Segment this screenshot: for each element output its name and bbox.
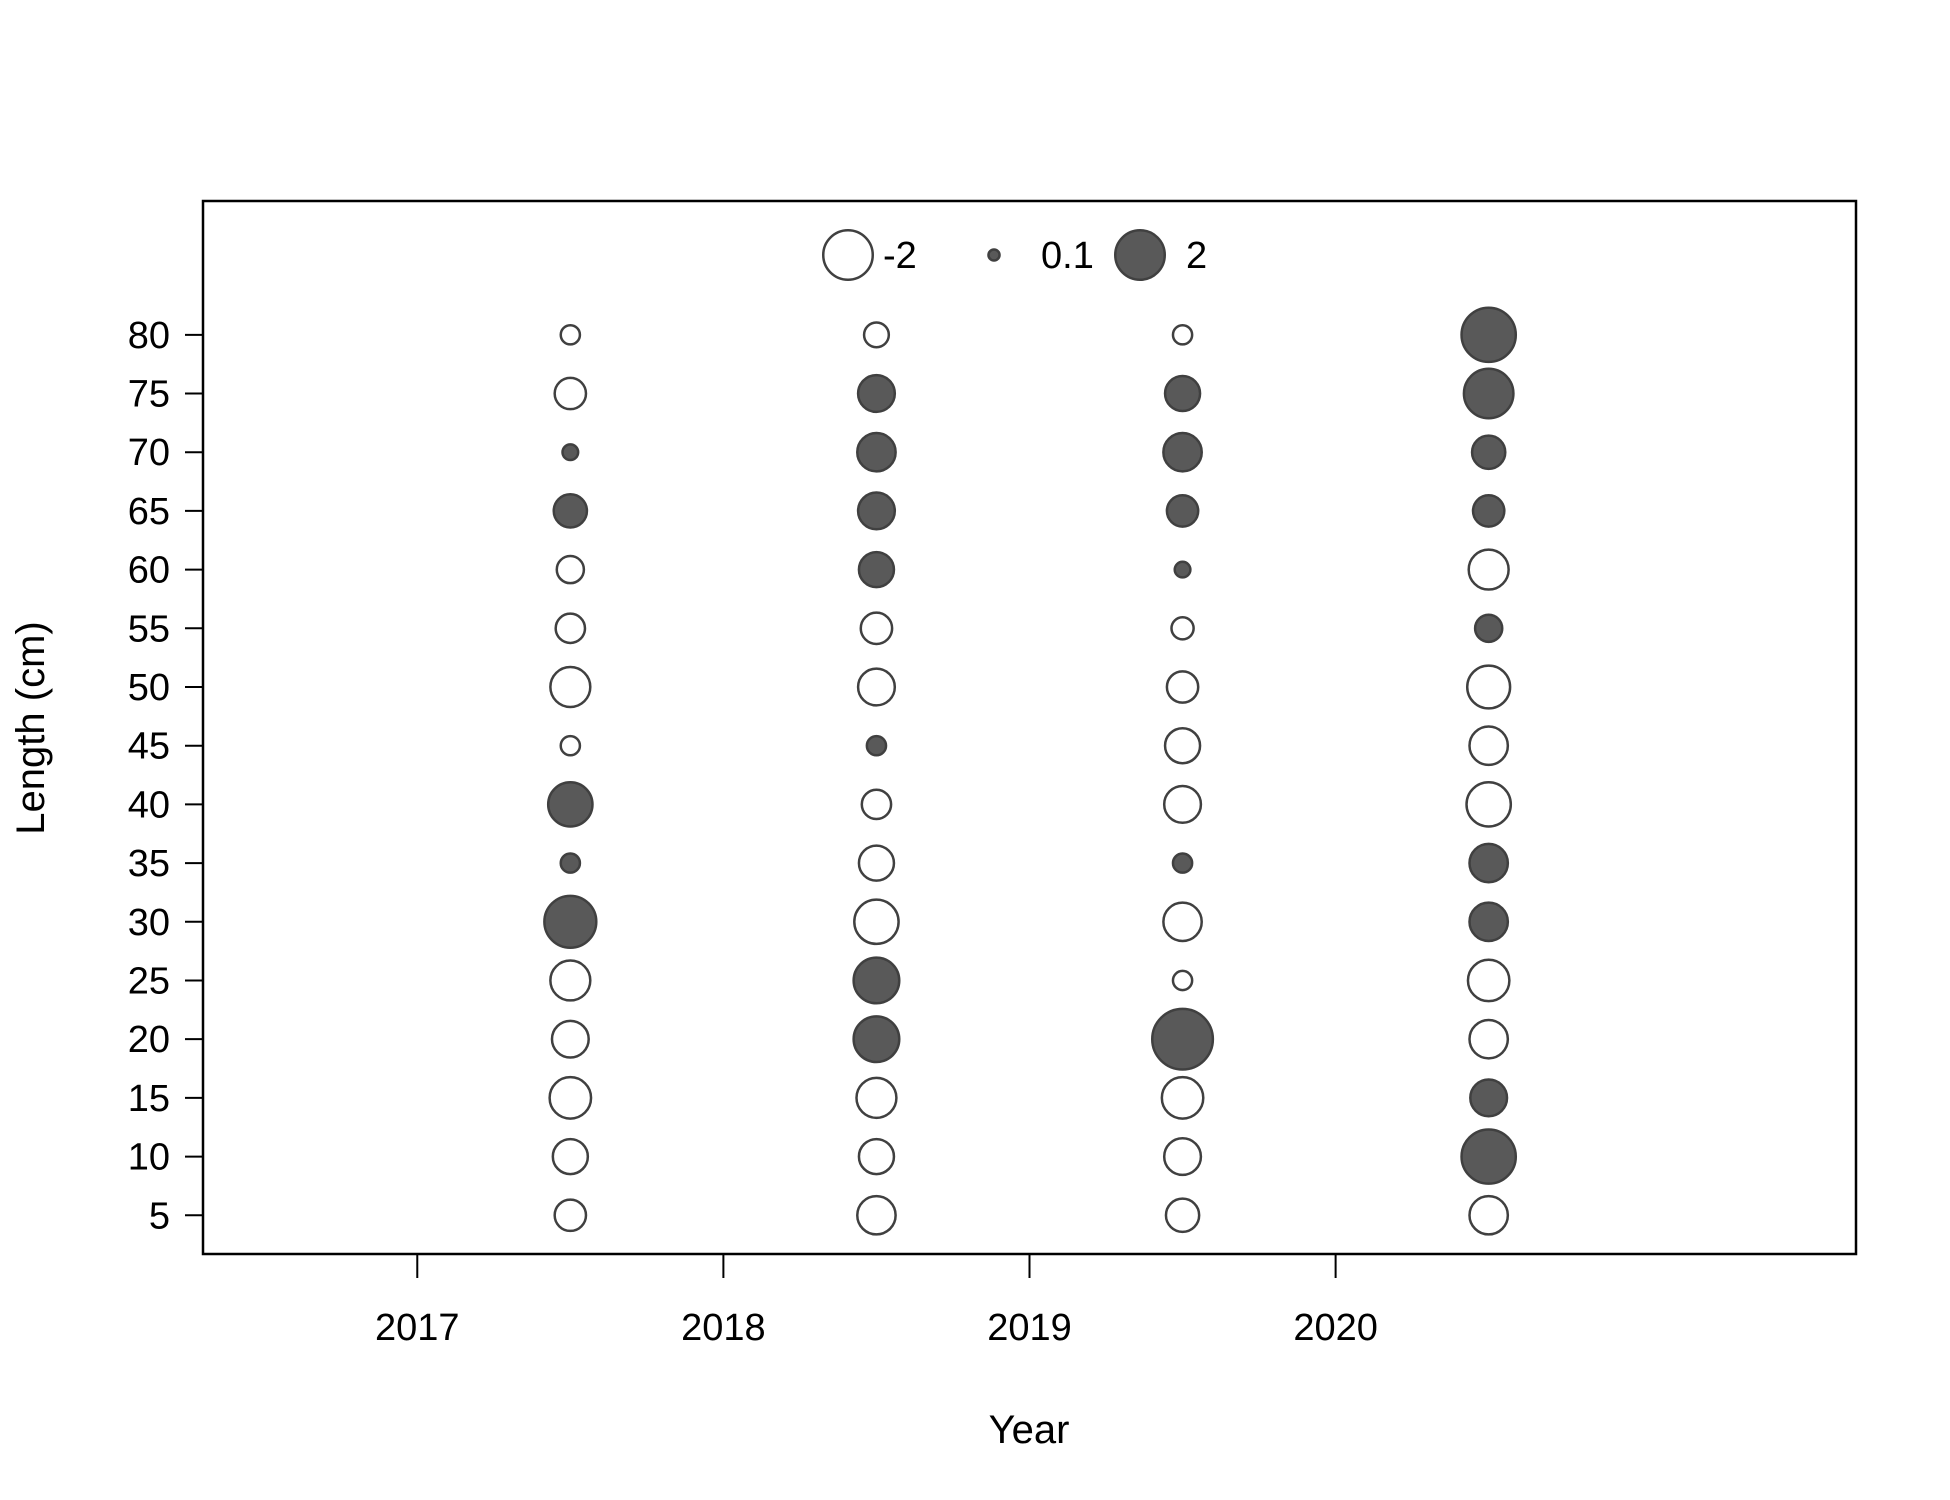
- legend: -2 0.1 2: [822, 229, 1207, 281]
- x-axis-title: Year: [989, 1408, 1070, 1452]
- y-tick-label: 80: [128, 315, 170, 357]
- bubble: [1164, 1197, 1201, 1234]
- legend-symbol: [1114, 229, 1166, 281]
- legend-symbol: [822, 229, 874, 281]
- bubble: [856, 431, 897, 473]
- y-tick-label: 65: [128, 491, 170, 533]
- bubble: [865, 734, 888, 757]
- y-tick-label: 55: [128, 608, 170, 650]
- bubble: [561, 443, 580, 462]
- bubble: [1162, 1136, 1203, 1177]
- bubble: [1165, 670, 1200, 704]
- bubbles: [543, 306, 1518, 1236]
- bubble: [1465, 664, 1512, 710]
- bubble: [1466, 958, 1511, 1003]
- bubble: [859, 611, 894, 646]
- y-tick-label: 50: [128, 667, 170, 709]
- bubble: [1162, 431, 1203, 473]
- bubble: [1462, 367, 1515, 420]
- x-axis: 2017 2018 2019 2020: [375, 1253, 1378, 1349]
- bubble: [1467, 548, 1510, 591]
- bubble: [551, 1137, 590, 1176]
- bubble: [856, 491, 897, 531]
- bubble: [1173, 560, 1192, 579]
- bubble: [1150, 1007, 1215, 1071]
- bubble: [552, 493, 589, 529]
- legend-symbol: [987, 248, 1001, 262]
- bubble: [548, 1075, 593, 1120]
- bubble: [1471, 494, 1506, 528]
- bubble: [1163, 374, 1202, 413]
- bubble: [1171, 969, 1194, 992]
- y-tick-label: 25: [128, 960, 170, 1002]
- bubble: [855, 1076, 898, 1120]
- y-tick-label: 45: [128, 726, 170, 768]
- bubble: [1473, 613, 1504, 644]
- bubble: [1170, 615, 1195, 641]
- legend-label: -2: [883, 235, 917, 277]
- bubble: [1171, 852, 1194, 874]
- y-axis-title: Length (cm): [9, 621, 53, 834]
- y-tick-label: 30: [128, 902, 170, 944]
- y-tick-label: 35: [128, 843, 170, 885]
- y-tick-label: 75: [128, 374, 170, 416]
- bubble: [546, 781, 594, 828]
- bubble: [853, 898, 900, 946]
- bubble: [1160, 1075, 1205, 1120]
- bubble: [1468, 901, 1510, 943]
- bubble: [1469, 1078, 1509, 1118]
- bubble: [559, 734, 582, 757]
- bubble: [856, 373, 897, 414]
- bubble: [550, 1019, 590, 1059]
- bubble: [1468, 1194, 1510, 1236]
- legend-label: 2: [1186, 235, 1207, 277]
- bubble: [1460, 1128, 1518, 1185]
- bubble: [862, 321, 891, 349]
- bubble: [857, 844, 896, 882]
- y-tick-label: 5: [149, 1195, 170, 1237]
- bubble: [1460, 306, 1518, 364]
- y-tick-label: 20: [128, 1019, 170, 1061]
- y-axis: 5 10 15 20 25 30 35 40 45 50 55 60 65 70 75 80: [128, 315, 204, 1237]
- y-tick-label: 70: [128, 432, 170, 474]
- y-tick-label: 60: [128, 550, 170, 592]
- bubble: [559, 323, 582, 346]
- bubble: [553, 376, 588, 411]
- bubble: [856, 1194, 897, 1236]
- x-tick-label: 2020: [1293, 1307, 1378, 1349]
- x-tick-label: 2018: [681, 1307, 766, 1349]
- bubble: [857, 1137, 896, 1176]
- bubble: [1163, 726, 1202, 765]
- bubble: [1162, 901, 1203, 943]
- bubble: [553, 1198, 588, 1233]
- bubble: [856, 667, 897, 707]
- bubble: [543, 894, 598, 949]
- bubble: [554, 612, 587, 645]
- bubble: [1470, 434, 1507, 471]
- bubble: [1162, 784, 1203, 824]
- bubble: [1468, 842, 1510, 884]
- bubble: [860, 788, 893, 821]
- bubble: [1468, 1018, 1510, 1060]
- bubble: [549, 959, 592, 1002]
- bubble: [1468, 725, 1510, 767]
- y-tick-label: 15: [128, 1078, 170, 1120]
- legend-label: 0.1: [1041, 235, 1094, 277]
- bubble: [1465, 781, 1513, 828]
- bubble: [555, 554, 586, 585]
- bubble: [857, 550, 896, 589]
- bubble: [559, 852, 582, 874]
- y-tick-label: 40: [128, 784, 170, 826]
- bubble: [1171, 323, 1194, 346]
- bubble: [1165, 494, 1200, 528]
- bubble: [549, 665, 592, 709]
- plot-frame: [201, 199, 1858, 1256]
- x-tick-label: 2017: [375, 1307, 460, 1349]
- bubble: [852, 1015, 901, 1064]
- bubble: [852, 956, 901, 1005]
- x-tick-label: 2019: [987, 1307, 1072, 1349]
- y-tick-label: 10: [128, 1137, 170, 1179]
